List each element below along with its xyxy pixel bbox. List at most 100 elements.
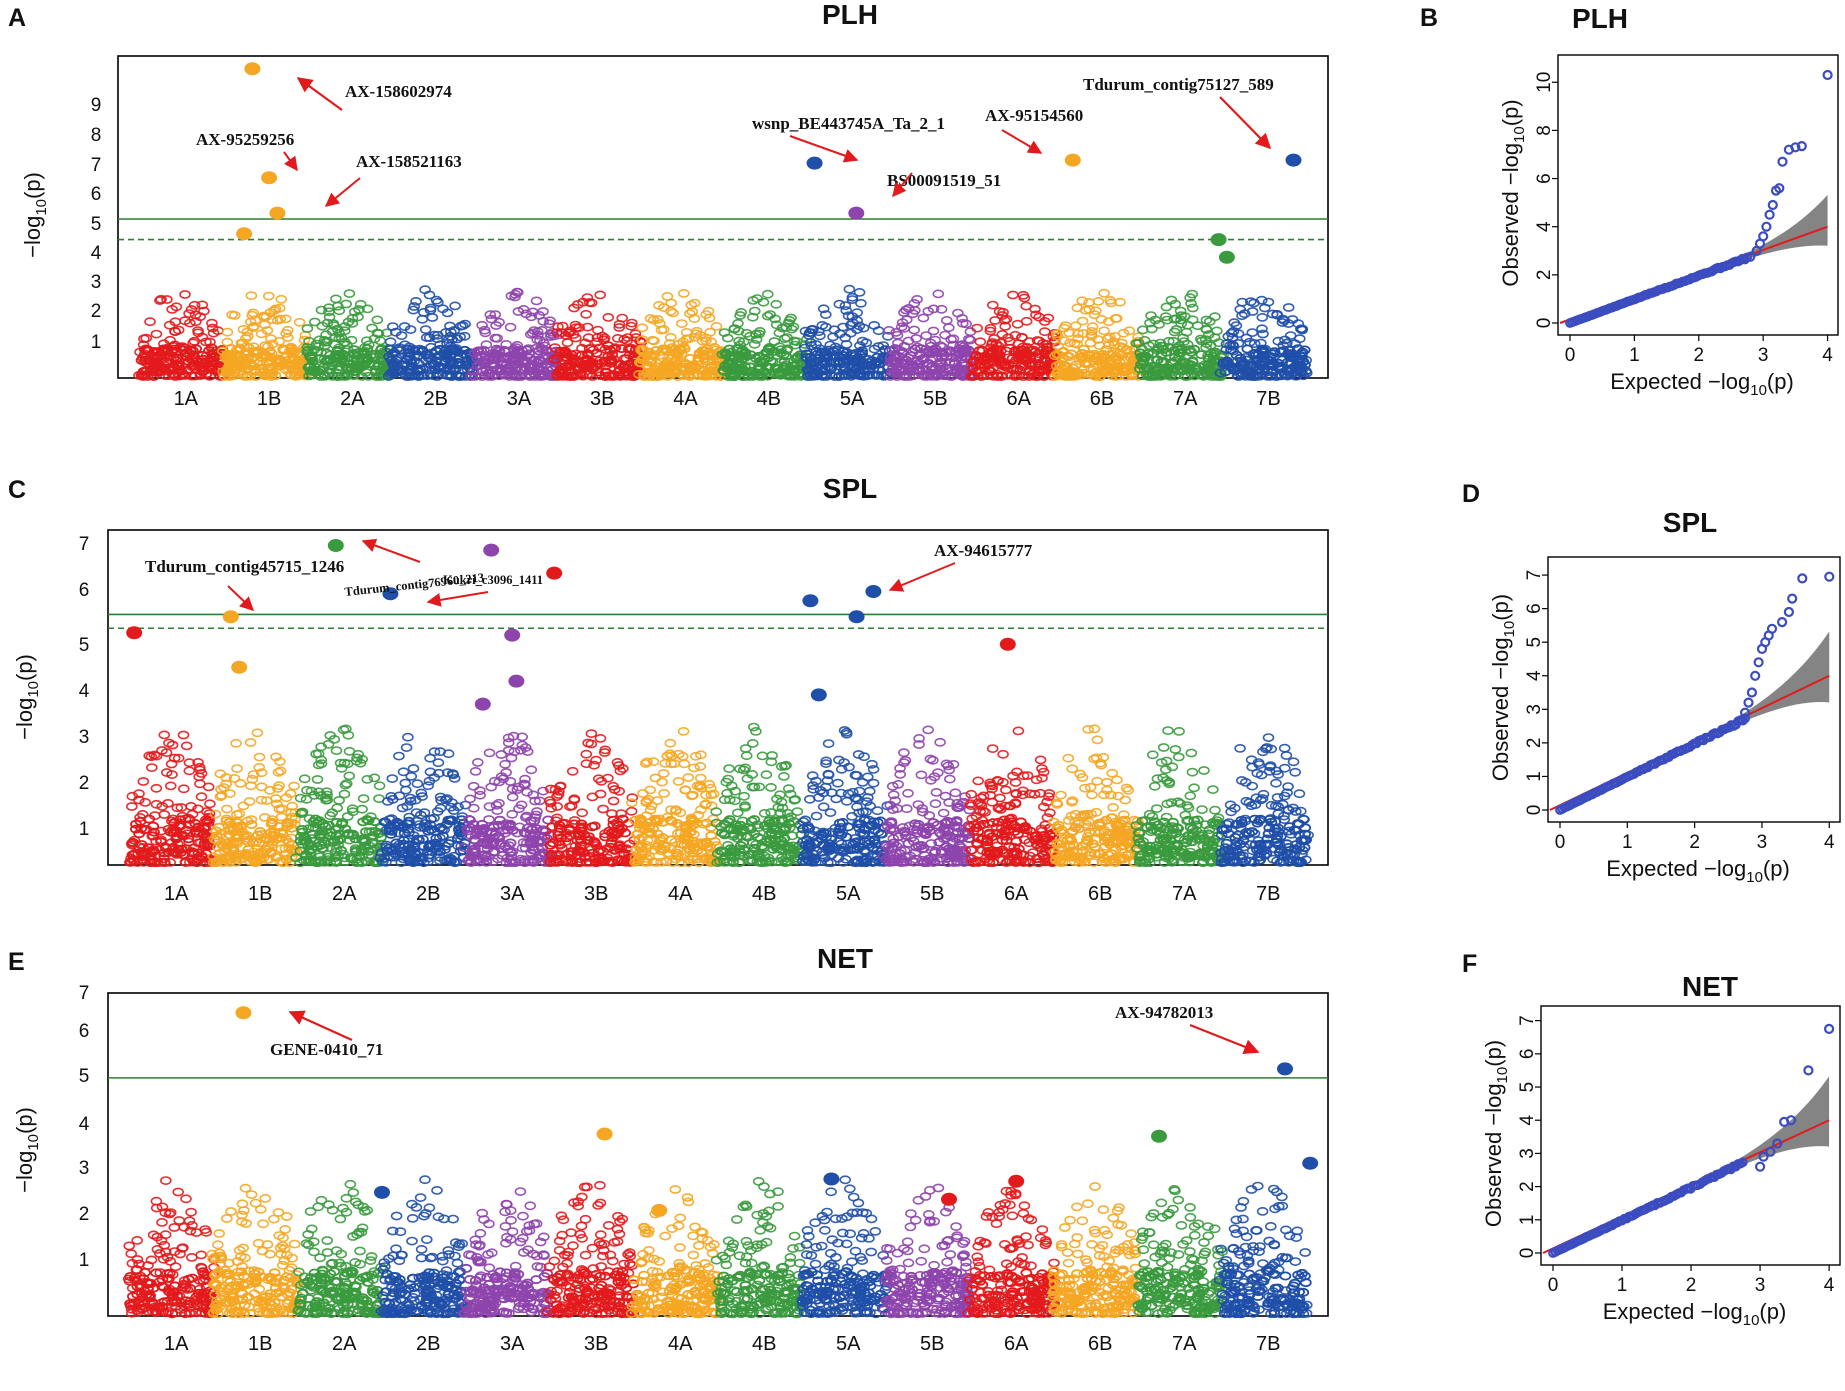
snp-point [323,303,335,313]
snp-point [750,727,762,736]
snp-point [832,778,844,788]
chromosome-label-3B: 3B [590,388,614,410]
significant-snp [269,206,286,220]
snp-point [746,739,759,748]
manhattan-panel-c: C SPL 1 2 3 4 5 6 7 −log10(p) 1A 1B 2A 2B 3A… [8,473,1329,905]
snp-point [184,318,196,328]
snp-point [490,349,503,359]
snp-point [1076,316,1089,326]
snp-point [576,808,589,818]
snp-point [512,347,525,357]
snp-point [287,364,299,374]
snp-point [190,356,203,366]
snp-point [677,727,690,736]
snp-point [331,346,344,356]
y-tick-5: 5 [91,214,102,235]
snp-point [493,371,505,381]
chromosome-points-3A [464,287,565,381]
snp-point [1256,324,1268,334]
snp-point [400,785,412,795]
snp-point [366,323,378,333]
snp-point [458,331,471,341]
snp-point [613,323,626,332]
snp-point [657,769,670,778]
snp-point [332,352,345,362]
snp-point [390,355,403,365]
snp-point [432,758,445,768]
snp-point [511,287,524,297]
snp-point [949,788,962,798]
snp-point [154,296,166,305]
snp-point [206,323,219,333]
annotation-wsnp-be443745a: wsnp_BE443745A_Ta_2_1 [752,114,945,133]
snp-point [246,310,258,320]
snp-point [352,364,364,374]
y-axis-a: 1 2 3 4 5 6 7 8 9 [91,95,102,353]
significant-snp [1285,153,1302,167]
snp-point [591,337,603,347]
chromosome-points-5B [877,725,976,868]
snp-point [416,345,429,355]
snp-point [356,354,369,364]
snp-point [200,337,212,347]
y-tick-7: 7 [79,534,90,555]
snp-point [672,777,685,786]
snp-point [509,292,521,302]
chromosome-points-3A [458,731,557,868]
chromosome-points-1A [124,730,218,868]
snp-point [294,793,307,803]
snp-point [248,321,260,331]
snp-point [1098,326,1110,336]
snp-point [710,807,723,817]
snp-point [180,741,193,751]
snp-point [274,314,287,324]
snp-point [244,738,257,747]
snp-point [240,334,252,343]
snp-point [475,346,488,356]
snp-point [265,334,277,344]
snp-point [430,346,443,356]
chromosome-points-2B [382,285,482,381]
snp-point [338,789,351,799]
snp-point [441,308,454,318]
snp-point [1284,331,1297,340]
snp-point [561,338,574,348]
snp-point [393,366,406,376]
snp-point [155,294,167,304]
snp-point [471,758,484,767]
snp-point [778,772,790,781]
panel-title-spl: SPL [823,473,877,504]
snp-point [866,759,878,769]
y-title-tail: (p) [20,172,45,199]
arrow-ax-95259256 [283,151,298,172]
snp-point [531,335,544,345]
chromosome-label-7B: 7B [1256,388,1280,410]
snp-point [431,330,444,340]
y-tick-4: 4 [79,681,90,702]
snp-point [494,366,507,376]
snp-point [204,337,216,347]
y-tick-3: 3 [79,727,90,748]
arrow-ax-95154560 [1001,129,1043,154]
snp-point [537,307,549,316]
snp-point [313,365,326,375]
chromosome-points-4B [716,289,814,381]
snp-point [357,794,370,803]
significant-snp [1064,153,1081,167]
chromosome-label-1A: 1A [174,388,199,410]
snp-point [940,315,953,325]
snp-point [206,318,218,328]
snp-point [386,774,399,783]
snp-point [354,299,367,309]
chromosome-points-1B [217,291,314,381]
y-tick-8: 8 [91,125,102,146]
snp-point [454,332,467,342]
snp-point [810,811,823,821]
chromosome-label-7A: 7A [1173,388,1198,410]
snp-point [1039,327,1051,337]
chromosome-points-7A [1130,289,1229,381]
snp-point [467,781,480,791]
snp-point [165,346,178,356]
snp-point [590,755,602,765]
